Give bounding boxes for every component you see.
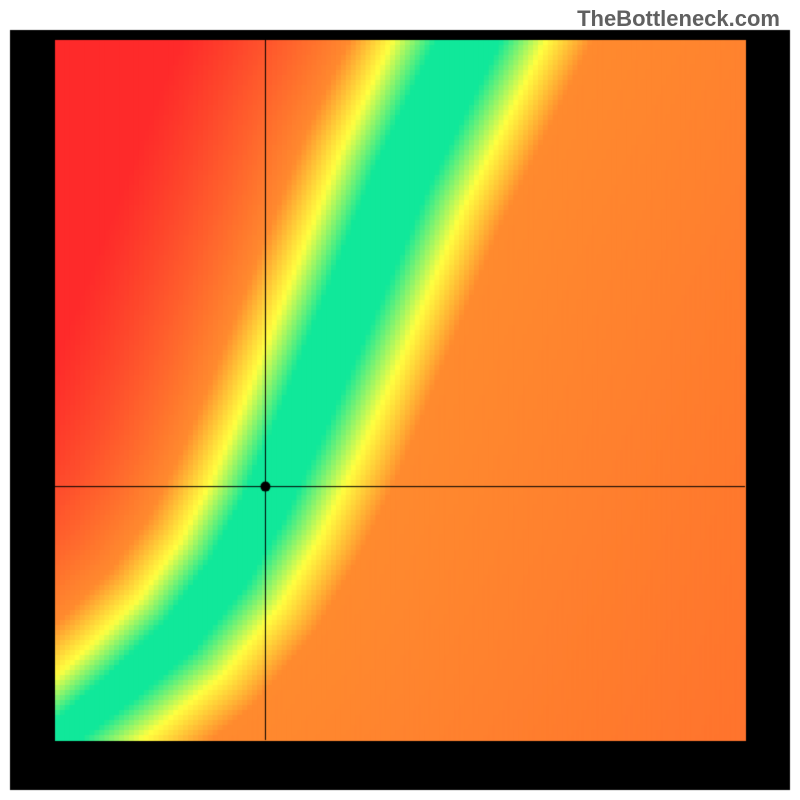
watermark-text: TheBottleneck.com (577, 6, 780, 32)
heatmap-canvas (0, 0, 800, 800)
chart-container: TheBottleneck.com (0, 0, 800, 800)
